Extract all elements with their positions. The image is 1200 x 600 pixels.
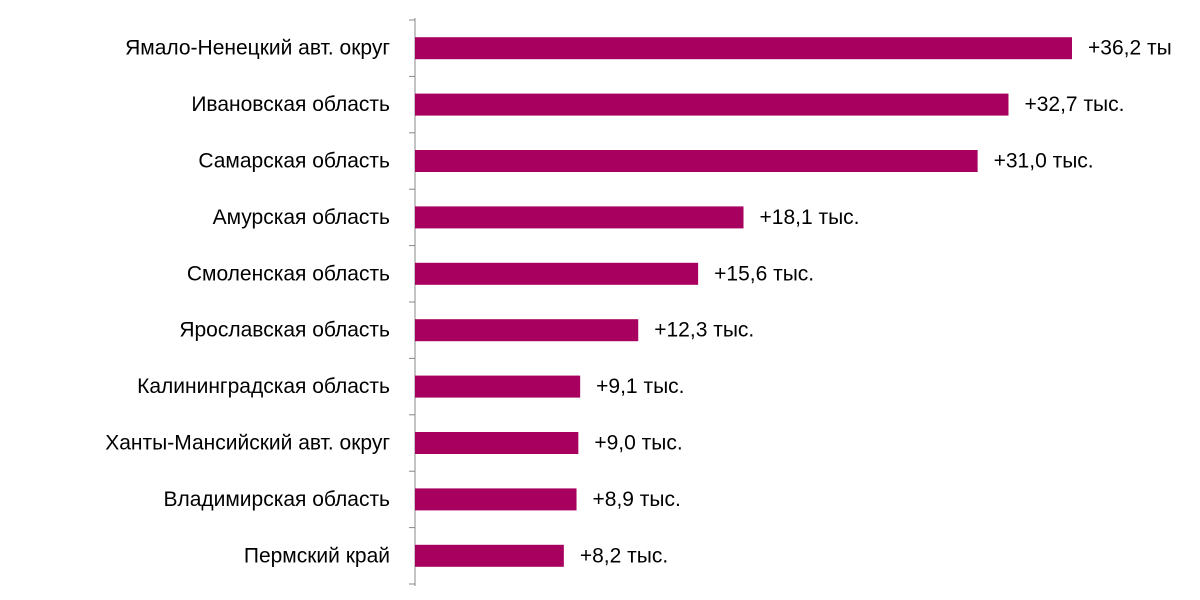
value-label: +36,2 ты	[1088, 37, 1172, 60]
category-label: Амурская область	[213, 206, 390, 229]
value-label: +9,0 тыс.	[594, 432, 682, 455]
category-label: Владимирская область	[163, 488, 390, 511]
bar	[415, 150, 978, 172]
bar	[415, 319, 639, 342]
category-label: Ивановская область	[191, 93, 390, 116]
bar	[415, 37, 1072, 60]
bar	[415, 544, 564, 567]
value-label: +15,6 тыс.	[714, 262, 814, 285]
value-label: +18,1 тыс.	[760, 206, 860, 229]
bar	[415, 262, 699, 285]
bar	[415, 93, 1009, 116]
category-label: Ямало-Ненецкий авт. округ	[125, 37, 390, 60]
value-label: +9,1 тыс.	[596, 375, 684, 398]
value-label: +12,3 тыс.	[654, 319, 754, 342]
bar	[415, 375, 581, 398]
category-label: Калининградская область	[137, 375, 390, 398]
value-label: +8,2 тыс.	[580, 544, 668, 567]
bar	[415, 488, 577, 511]
category-label: Ханты-Мансийский авт. округ	[105, 432, 390, 455]
value-label: +31,0 тыс.	[994, 150, 1094, 173]
bar	[415, 206, 744, 229]
category-label: Самарская область	[198, 150, 390, 173]
category-label: Ярославская область	[179, 319, 390, 342]
category-label: Пермский край	[244, 544, 390, 567]
category-label: Смоленская область	[187, 262, 390, 285]
value-label: +8,9 тыс.	[593, 488, 681, 511]
bar	[415, 432, 579, 454]
value-label: +32,7 тыс.	[1024, 93, 1124, 116]
